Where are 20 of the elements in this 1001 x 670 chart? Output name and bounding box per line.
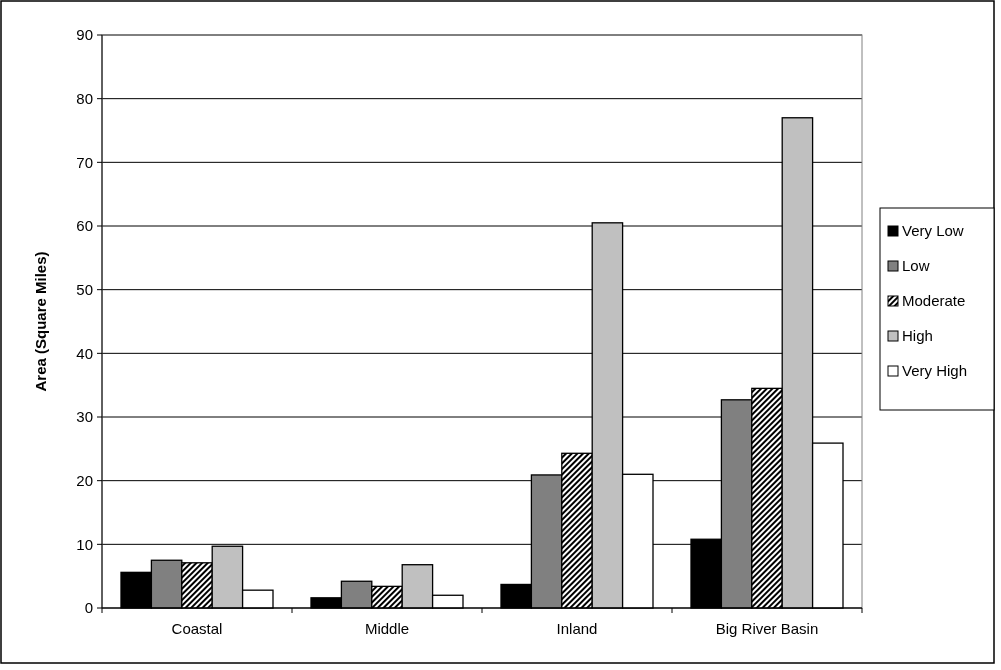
y-tick-label: 90: [76, 26, 93, 44]
y-axis-title: Area (Square Miles): [32, 251, 49, 392]
y-tick-label: 20: [76, 471, 93, 489]
legend-label: Moderate: [902, 292, 966, 310]
y-tick-label: 0: [84, 599, 93, 617]
x-tick-label: Middle: [364, 620, 410, 637]
x-tick-label: Big River Basin: [715, 620, 819, 637]
y-tick-label: 30: [76, 408, 93, 426]
x-tick-label: Coastal: [171, 620, 223, 637]
y-tick-label: 80: [76, 89, 93, 107]
legend-label: Very High: [902, 362, 968, 380]
legend-label: High: [902, 327, 933, 345]
y-tick-label: 70: [76, 153, 93, 171]
legend-label: Low: [902, 257, 930, 275]
y-tick-label: 50: [76, 280, 93, 298]
legend-label: Very Low: [902, 222, 964, 240]
x-tick-label: Inland: [556, 620, 598, 637]
y-tick-label: 40: [76, 344, 93, 362]
y-tick-label: 10: [76, 535, 93, 553]
y-tick-label: 60: [76, 217, 93, 235]
